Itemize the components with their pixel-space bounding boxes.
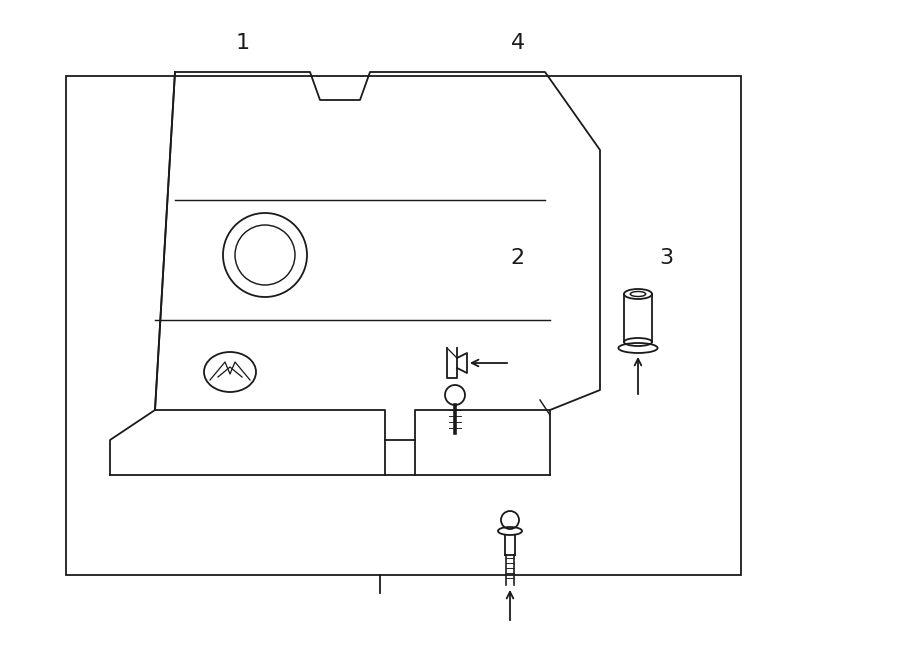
Bar [66,76,741,575]
Text: 3: 3 [659,248,673,268]
Text: 1: 1 [236,33,250,53]
Text: 2: 2 [510,248,525,268]
Text: 4: 4 [510,33,525,53]
